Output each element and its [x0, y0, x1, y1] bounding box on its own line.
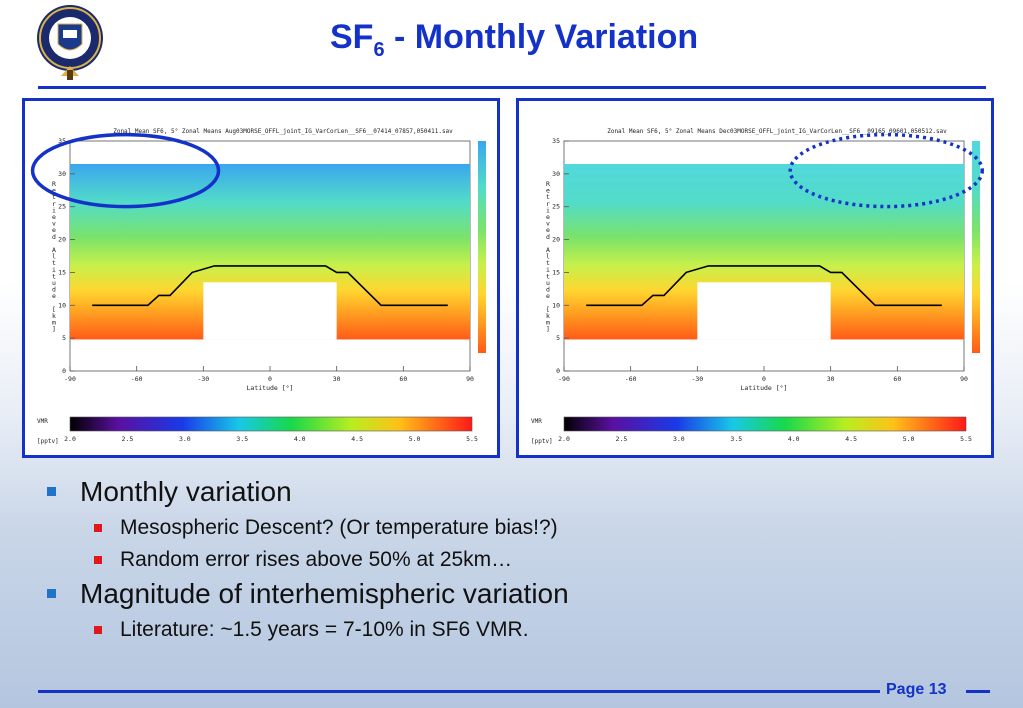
x-tick-label: 90 — [960, 375, 968, 383]
slide-title: SF6 - Monthly Variation — [330, 18, 699, 61]
colorbar-tick-label: 5.5 — [466, 435, 478, 443]
sub-bullet-mesospheric: Mesospheric Descent? (Or temperature bia… — [94, 516, 840, 540]
colorbar-tick-label: 5.0 — [409, 435, 421, 443]
tropopause-line — [92, 265, 448, 307]
y-tick-label: 10 — [58, 301, 66, 309]
x-tick-label: -60 — [131, 375, 143, 383]
y-tick-label: 5 — [556, 334, 560, 342]
colorbar-tick-label: 4.0 — [294, 435, 306, 443]
colorbar-tick-label: 4.5 — [845, 435, 857, 443]
page-number: Page 13 — [886, 681, 947, 698]
y-tick-label: 30 — [58, 170, 66, 178]
colorbar-tick-label: 2.0 — [558, 435, 570, 443]
y-tick-label: 5 — [62, 334, 66, 342]
colorbar-tick-label: 3.0 — [673, 435, 685, 443]
zonal-mean-chart-dec: Zonal Mean SF6, 5° Zonal Means Dec03MORS… — [531, 128, 984, 445]
y-tick-label: 30 — [552, 170, 560, 178]
zonal-mean-chart-aug: Zonal Mean SF6, 5° Zonal Means Aug03MORS… — [30, 128, 486, 445]
chart-panel-dec: Zonal Mean SF6, 5° Zonal Means Dec03MORS… — [516, 98, 994, 458]
x-tick-label: -90 — [64, 375, 76, 383]
no-data-region — [697, 282, 831, 340]
x-axis-label: Latitude [°] — [247, 384, 294, 392]
bullet-interhemispheric: Magnitude of interhemispheric variation — [47, 578, 840, 610]
colorbar-tick-label: 3.5 — [236, 435, 248, 443]
x-tick-label: -90 — [558, 375, 570, 383]
sub-bullet-literature: Literature: ~1.5 years = 7-10% in SF6 VM… — [94, 618, 840, 642]
tropopause-line — [586, 265, 942, 307]
side-colour-strip — [972, 141, 980, 353]
title-underline — [38, 86, 986, 89]
colorbar-unit: [pptv] — [531, 438, 553, 445]
chart-title: Zonal Mean SF6, 5° Zonal Means Aug03MORS… — [113, 128, 453, 135]
no-data-region — [203, 282, 337, 340]
y-tick-label: 20 — [552, 236, 560, 244]
colorbar-unit: [pptv] — [37, 438, 59, 445]
colorbar-tick-label: 5.0 — [903, 435, 915, 443]
y-tick-label: 35 — [58, 137, 66, 145]
y-tick-label: 35 — [552, 137, 560, 145]
footer-rule — [38, 690, 880, 693]
y-tick-label: 15 — [58, 268, 66, 276]
colorbar-tick-label: 4.0 — [788, 435, 800, 443]
footer-dash — [966, 690, 990, 693]
x-tick-label: -60 — [625, 375, 637, 383]
x-tick-label: 60 — [893, 375, 901, 383]
colorbar — [69, 416, 473, 432]
x-tick-label: -30 — [691, 375, 703, 383]
university-crest-logo — [37, 5, 103, 80]
y-tick-label: 0 — [556, 367, 560, 375]
bullet-monthly-variation: Monthly variation — [47, 476, 840, 508]
colorbar-label: VMR — [531, 418, 542, 425]
bullet-list: Monthly variation Mesospheric Descent? (… — [40, 470, 840, 642]
y-tick-label: 25 — [552, 203, 560, 211]
x-tick-label: -30 — [197, 375, 209, 383]
chart-title: Zonal Mean SF6, 5° Zonal Means Dec03MORS… — [607, 128, 947, 135]
x-tick-label: 30 — [827, 375, 835, 383]
colorbar-label: VMR — [37, 418, 48, 425]
sub-bullet-random-error: Random error rises above 50% at 25km… — [94, 548, 840, 572]
colorbar-tick-label: 4.5 — [351, 435, 363, 443]
colorbar-tick-label: 2.0 — [64, 435, 76, 443]
x-tick-label: 0 — [268, 375, 272, 383]
colorbar-tick-label: 2.5 — [122, 435, 134, 443]
chart-panel-aug: Zonal Mean SF6, 5° Zonal Means Aug03MORS… — [22, 98, 500, 458]
x-tick-label: 60 — [399, 375, 407, 383]
colorbar-tick-label: 3.0 — [179, 435, 191, 443]
y-tick-label: 25 — [58, 203, 66, 211]
y-tick-label: 0 — [62, 367, 66, 375]
x-tick-label: 90 — [466, 375, 474, 383]
side-colour-strip — [478, 141, 486, 353]
y-tick-label: 20 — [58, 236, 66, 244]
colorbar-tick-label: 5.5 — [960, 435, 972, 443]
x-tick-label: 0 — [762, 375, 766, 383]
highlight-ellipse-dotted — [788, 132, 984, 209]
highlight-ellipse-solid — [30, 132, 221, 209]
colorbar-tick-label: 2.5 — [616, 435, 628, 443]
colorbar — [563, 416, 967, 432]
colorbar-tick-label: 3.5 — [730, 435, 742, 443]
x-axis-label: Latitude [°] — [741, 384, 788, 392]
y-tick-label: 15 — [552, 268, 560, 276]
y-tick-label: 10 — [552, 301, 560, 309]
x-tick-label: 30 — [333, 375, 341, 383]
